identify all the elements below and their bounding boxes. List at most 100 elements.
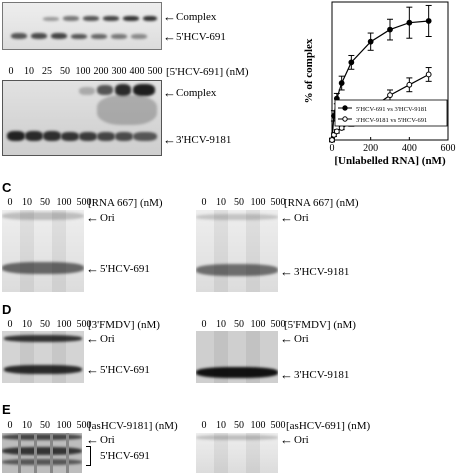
lane-label: 50 [234,319,244,330]
panel-e-left-gel [2,433,82,473]
data-point [387,92,393,99]
x-tick-label: 400 [402,143,417,154]
panel-c-left-lane-labels: 0 10 50 100 500 [2,197,94,208]
data-point [367,38,374,45]
panel-c-letter: C [2,180,12,195]
lane-label: 100 [56,319,72,330]
lane-label: 10 [216,197,226,208]
legend-marker [342,105,348,111]
panel-e-left-lane-labels: 0 10 50 100 500 [2,420,94,431]
arrow-icon: ← [280,264,293,279]
x-tick-label: 600 [441,143,456,154]
lane-label: 0 [201,319,207,330]
lane-label: 500 [76,420,92,431]
panel-e-letter: E [2,402,11,417]
panel-c-right-ori-label: Ori [294,212,309,224]
legend-box [334,99,448,127]
panel-d-left-probe-label: 5'HCV-691 [100,364,150,376]
panel-c-left-gel [2,210,84,292]
lane-label: 50 [60,66,70,77]
lane-label: 0 [7,420,13,431]
x-tick-label: 200 [363,143,378,154]
arrow-icon: ← [86,261,99,276]
panel-e-right-conc-label: [asHCV-691] (nM) [286,420,371,432]
arrow-icon: ← [86,210,99,225]
panel-e-right-gel [196,433,278,473]
panel-a-top-probe-label: 5'HCV-691 [176,31,226,43]
panel-a-lane-labels: 0 10 25 50 100 200 300 400 500 [2,66,164,77]
legend-label: 5'HCV-691 vs 3'HCV-9181 [356,106,427,113]
panel-c-right-lane-labels: 0 10 50 100 500 [196,197,288,208]
lane-label: 100 [56,197,72,208]
panel-c-right-gel [196,210,278,292]
panel-a-conc-label: [5'HCV-691] (nM) [166,66,249,78]
arrow-icon: ← [280,432,293,447]
panel-e-right-ori-label: Ori [294,434,309,446]
data-point [406,19,413,26]
panel-c-right-probe-label: 3'HCV-9181 [294,266,350,278]
panel-e-right-lane-labels: 0 10 50 100 500 [196,420,288,431]
lane-label: 500 [76,197,92,208]
panel-d-left-ori-label: Ori [100,333,115,345]
panel-a-top-complex-label: Complex [176,11,217,23]
arrow-icon: ← [280,367,293,382]
arrow-icon: ← [163,85,176,100]
panel-d-left-conc-label: [3'FMDV] (nM) [88,319,160,331]
arrow-icon: ← [163,9,176,24]
chart-frame [331,1,449,141]
lane-label: 100 [250,420,266,431]
panel-d-right-conc-label: [5'FMDV] (nM) [284,319,356,331]
data-point [329,137,335,143]
lane-label: 10 [24,66,34,77]
data-point [338,80,345,86]
arrow-icon: ← [163,132,176,147]
data-point [348,59,355,66]
lane-label: 100 [56,420,72,431]
lane-label: 500 [147,66,163,77]
lane-label: 50 [234,420,244,431]
lane-label: 10 [22,319,32,330]
lane-label: 50 [40,420,50,431]
lane-label: 10 [22,197,32,208]
arrow-icon: ← [280,331,293,346]
lane-label: 200 [93,66,109,77]
panel-e-left-ori-label: Ori [100,434,115,446]
panel-d-letter: D [2,302,12,317]
y-axis-label: % of complex [303,38,315,103]
lane-label: 50 [40,319,50,330]
lane-label: 0 [7,197,13,208]
panel-c-left-conc-label: [RNA 667] (nM) [88,197,163,209]
panel-a-top-gel [2,2,162,50]
panel-e-left-probe-label: 5'HCV-691 [100,450,150,462]
lane-label: 0 [7,319,13,330]
lane-label: 500 [270,420,286,431]
panel-d-right-lane-labels: 0 10 50 100 500 [196,319,288,330]
data-point [406,81,413,88]
arrow-icon: ← [280,210,293,225]
arrow-icon: ← [86,362,99,377]
arrow-icon: ← [86,331,99,346]
data-point [387,26,393,33]
panel-a-bottom-probe-label: 3'HCV-9181 [176,134,232,146]
arrow-icon: ← [163,29,176,44]
panel-c-left-probe-label: 5'HCV-691 [100,263,150,275]
bracket-icon [86,446,91,466]
lane-label: 500 [270,319,286,330]
arrow-icon: ← [86,432,99,447]
x-axis-label: [Unlabelled RNA] (nM) [334,155,446,167]
lane-label: 100 [250,319,266,330]
panel-c-left-ori-label: Ori [100,212,115,224]
legend-marker [342,116,348,122]
lane-label: 25 [42,66,52,77]
lane-label: 0 [201,420,207,431]
lane-label: 400 [129,66,145,77]
x-tick-label: 0 [330,143,335,154]
data-point [425,18,432,24]
lane-label: 50 [40,197,50,208]
panel-e-left-conc-label: [asHCV-9181] (nM) [88,420,178,432]
lane-label: 10 [216,319,226,330]
panel-a-bottom-gel [2,80,162,156]
panel-a-bottom-complex-label: Complex [176,87,217,99]
lane-label: 500 [76,319,92,330]
data-point [333,128,340,135]
